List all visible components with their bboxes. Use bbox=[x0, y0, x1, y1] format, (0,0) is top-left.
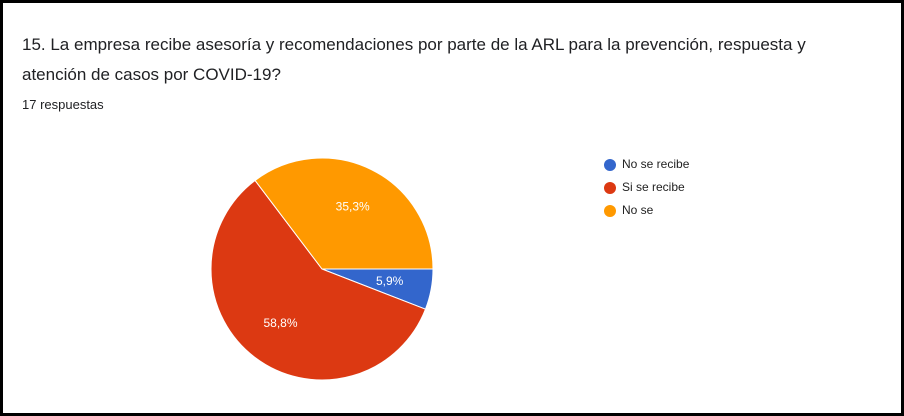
legend-swatch bbox=[604, 205, 616, 217]
slice-label: 35,3% bbox=[336, 200, 370, 214]
chart: 5,9% 58,8% 35,3% No se recibe Si se recibe No… bbox=[210, 157, 690, 381]
slice-label: 58,8% bbox=[263, 316, 297, 330]
question-title: 15. La empresa recibe asesoría y recomen… bbox=[22, 35, 806, 84]
legend-label: Si se recibe bbox=[622, 180, 685, 194]
legend-label: No se bbox=[622, 203, 654, 217]
legend-swatch bbox=[604, 159, 616, 171]
response-count: 17 respuestas bbox=[22, 97, 104, 112]
legend-swatch bbox=[604, 182, 616, 194]
legend-label: No se recibe bbox=[622, 157, 690, 171]
pie-slice bbox=[254, 157, 434, 270]
slice-label: 5,9% bbox=[376, 274, 404, 288]
pie-slice bbox=[210, 179, 427, 381]
